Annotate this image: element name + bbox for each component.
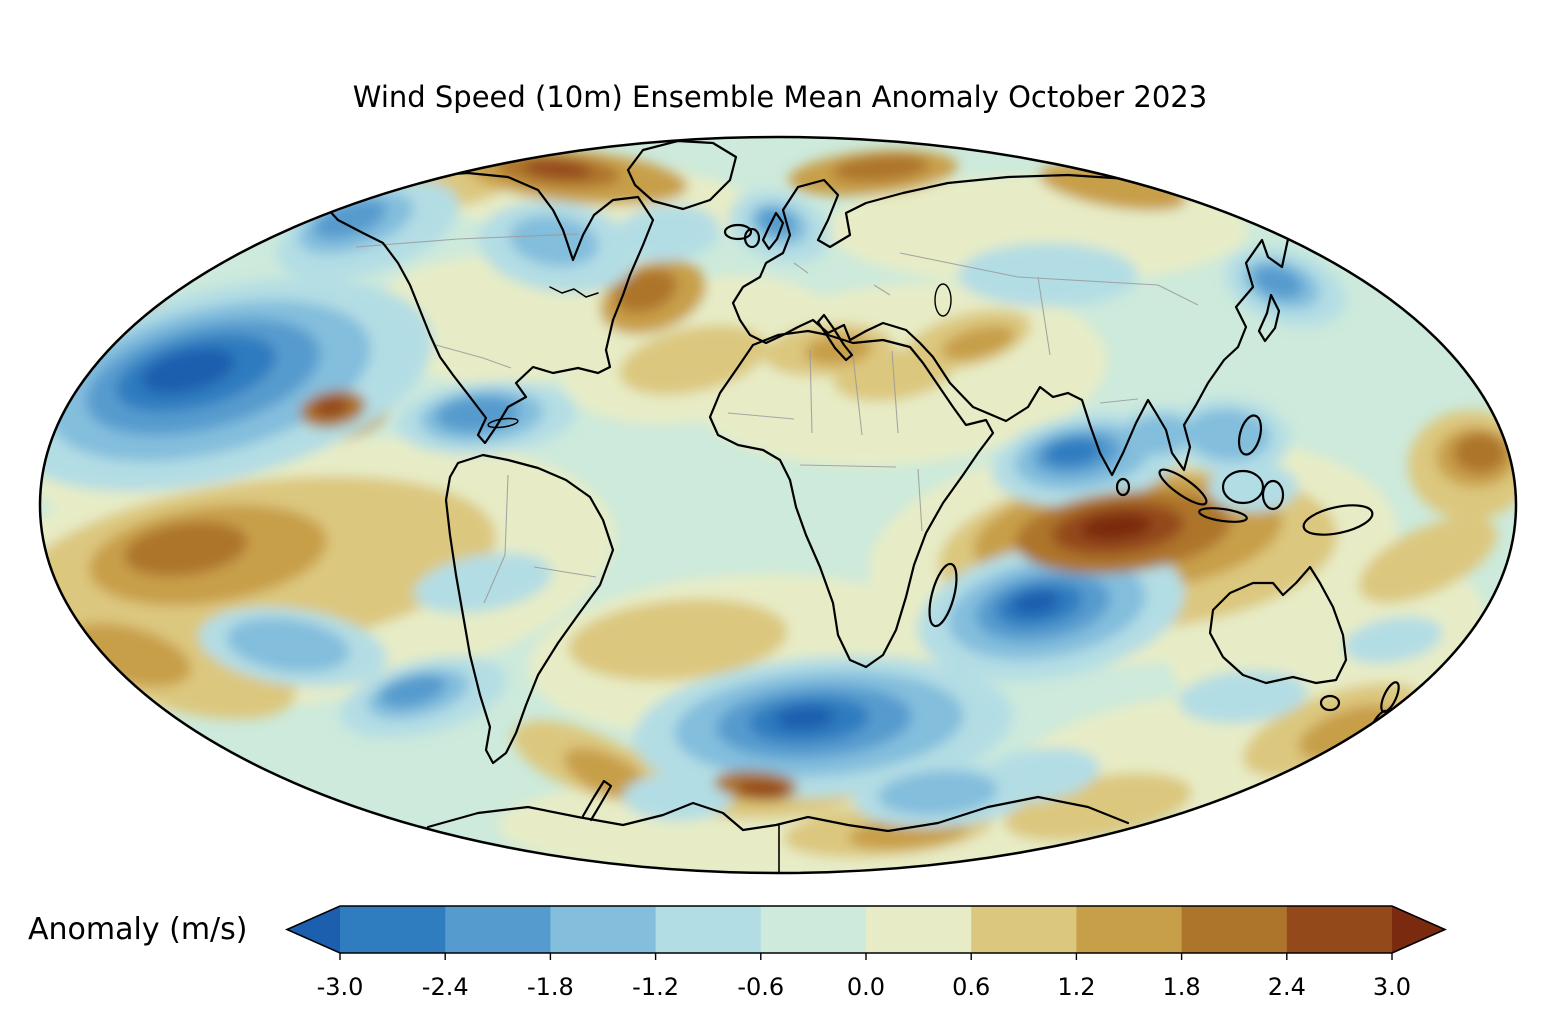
figure-title: Wind Speed (10m) Ensemble Mean Anomaly O… [352, 80, 1208, 114]
sri-lanka-coast [1115, 477, 1131, 497]
svg-text:-1.2: -1.2 [632, 973, 679, 1001]
iceland-coast [723, 223, 753, 241]
tasmania-coast [1319, 694, 1341, 712]
svg-text:1.8: 1.8 [1163, 973, 1201, 1001]
globe-outline [38, 135, 1518, 875]
antarctic-peninsula-coast [581, 779, 613, 822]
new-guinea-coast [1302, 504, 1374, 536]
colorbar-label: Anomaly (m/s) [28, 912, 248, 947]
country-borders [355, 233, 1199, 604]
svg-text:-1.8: -1.8 [527, 973, 574, 1001]
svg-text:2.4: 2.4 [1268, 973, 1306, 1001]
great-lakes [549, 286, 599, 298]
svg-text:-2.4: -2.4 [422, 973, 469, 1001]
sulawesi-coast [1261, 479, 1285, 511]
svg-text:1.2: 1.2 [1057, 973, 1095, 1001]
svg-text:3.0: 3.0 [1373, 973, 1411, 1001]
uk-coast [761, 211, 785, 251]
colorbar: -3.0 -2.4 -1.8 -1.2 -0.6 0.0 0.6 1.2 1.8 2.4 3.0 [285, 905, 1447, 1001]
mollweide-map [38, 135, 1518, 875]
philippines-coast [1237, 414, 1263, 456]
anomaly-field [40, 149, 1516, 873]
caspian-sea [934, 283, 952, 317]
italy-coast [816, 313, 854, 362]
greenland-coast [626, 139, 738, 211]
australia-coast [1208, 565, 1348, 685]
cuba-coast [487, 417, 519, 429]
sumatra-coast [1158, 468, 1208, 506]
antarctica-coast [426, 795, 1130, 833]
svg-text:-0.6: -0.6 [737, 973, 784, 1001]
svg-text:-3.0: -3.0 [317, 973, 364, 1001]
svg-text:0.6: 0.6 [952, 973, 990, 1001]
south-america-coast [444, 453, 615, 765]
africa-coast [708, 329, 995, 669]
north-america-coast [322, 171, 655, 445]
eurasia-coast [731, 173, 1290, 477]
java-coast [1198, 507, 1248, 523]
japan-coast [1257, 293, 1281, 343]
world-map [38, 135, 1518, 875]
svg-text:0.0: 0.0 [847, 973, 885, 1001]
madagascar-coast [928, 562, 958, 628]
borneo-coast [1221, 469, 1265, 505]
